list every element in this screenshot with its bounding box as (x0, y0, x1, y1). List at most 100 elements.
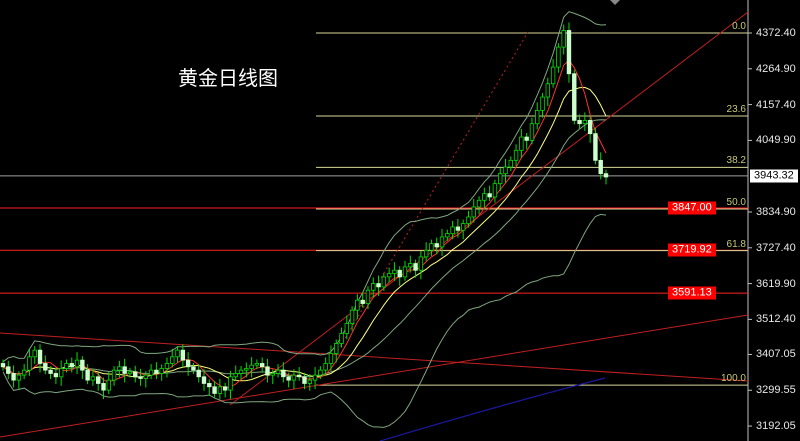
bear-candle (593, 133, 598, 161)
falling-trendline (0, 332, 749, 382)
bear-candle (297, 374, 302, 378)
support-price-tag: 3847.00 (668, 201, 716, 215)
shift-marker-icon (610, 0, 620, 5)
bull-candle (545, 83, 551, 98)
bull-candle (148, 369, 154, 376)
ma-10-line (2, 86, 607, 382)
y-axis-label: 4264.90 (756, 62, 796, 75)
bull-candle (32, 349, 37, 358)
bull-candle (381, 276, 387, 288)
bull-candle (471, 206, 476, 218)
bull-candle (16, 374, 22, 381)
bear-candle (0, 363, 6, 368)
bull-candle (323, 363, 328, 371)
bull-candle (318, 369, 323, 376)
bull-candle (423, 249, 429, 258)
y-axis-label: 3834.90 (756, 205, 796, 218)
bull-candle (164, 363, 170, 369)
bull-candle (21, 369, 27, 376)
bull-candle (349, 309, 355, 324)
bull-candle (275, 369, 281, 374)
bear-candle (69, 363, 74, 368)
bear-candle (48, 369, 53, 374)
bear-candle (455, 226, 461, 231)
bull-candle (117, 366, 122, 371)
bear-candle (37, 349, 43, 364)
bear-candle (566, 30, 572, 75)
y-axis-label: 3619.90 (756, 277, 796, 290)
rising-trendline (0, 314, 749, 438)
bear-candle (212, 386, 217, 394)
bollinger-lower (2, 213, 607, 428)
bear-candle (524, 136, 529, 141)
bear-candle (281, 369, 286, 378)
y-axis-label: 4372.40 (756, 27, 796, 39)
bear-candle (85, 369, 90, 381)
bull-candle (561, 30, 566, 48)
y-axis-label: 4157.40 (756, 98, 796, 111)
bull-candle (58, 368, 64, 378)
bull-candle (233, 373, 238, 378)
y-axis-label: 3299.55 (756, 384, 796, 397)
bull-candle (582, 119, 588, 125)
current-price-tag: 3943.32 (750, 169, 798, 183)
bull-candle (344, 323, 350, 334)
bull-candle (339, 333, 344, 344)
bear-candle (413, 263, 418, 271)
fib-label: 50.0 (726, 196, 746, 208)
bear-candle (101, 383, 106, 391)
bear-candle (376, 283, 381, 288)
bull-candle (74, 359, 80, 368)
fib-label: 0.0 (732, 21, 746, 32)
bull-candle (476, 199, 482, 208)
bull-candle (450, 226, 455, 234)
bear-candle (11, 373, 16, 381)
bull-candle (143, 374, 149, 379)
bear-candle (180, 349, 186, 361)
dotted-channel-line (334, 31, 529, 356)
bull-candle (64, 363, 69, 369)
bull-candle (27, 356, 32, 371)
bear-candle (598, 159, 603, 175)
y-axis-label: 3192.05 (756, 420, 796, 433)
bull-candle (175, 349, 180, 358)
y-axis-label: 3727.40 (756, 241, 796, 254)
bear-candle (572, 73, 577, 121)
bull-candle (392, 269, 397, 274)
bear-candle (302, 376, 307, 384)
bull-candle (106, 379, 111, 391)
bull-candle (111, 369, 117, 381)
y-axis-label: 4049.90 (756, 134, 796, 147)
bull-candle (365, 289, 371, 304)
bear-candle (191, 366, 196, 371)
bear-candle (185, 359, 191, 368)
bear-candle (603, 173, 609, 178)
fib-label: 38.2 (726, 155, 746, 167)
long-ma-line (379, 377, 606, 441)
bull-candle (217, 386, 223, 394)
bear-candle (201, 376, 207, 384)
bear-candle (434, 243, 439, 248)
bull-candle (127, 371, 133, 374)
bull-candle (492, 183, 498, 198)
bull-candle (90, 376, 96, 381)
bull-candle (228, 376, 233, 391)
bear-candle (6, 366, 11, 374)
bull-candle (254, 363, 260, 366)
bear-candle (207, 383, 212, 388)
steep-trendline (229, 11, 749, 406)
fib-label: 61.8 (726, 238, 746, 250)
fib-label: 23.6 (726, 104, 746, 116)
bear-candle (80, 359, 85, 371)
chart-title: 黄金日线图 (178, 66, 278, 90)
bull-candle (170, 356, 175, 364)
bull-candle (334, 343, 339, 354)
bull-candle (482, 193, 487, 201)
bull-candle (498, 173, 503, 185)
bull-candle (503, 166, 508, 175)
bear-candle (397, 269, 402, 278)
bull-candle (244, 368, 249, 371)
bear-candle (587, 119, 593, 135)
bull-candle (439, 236, 445, 248)
